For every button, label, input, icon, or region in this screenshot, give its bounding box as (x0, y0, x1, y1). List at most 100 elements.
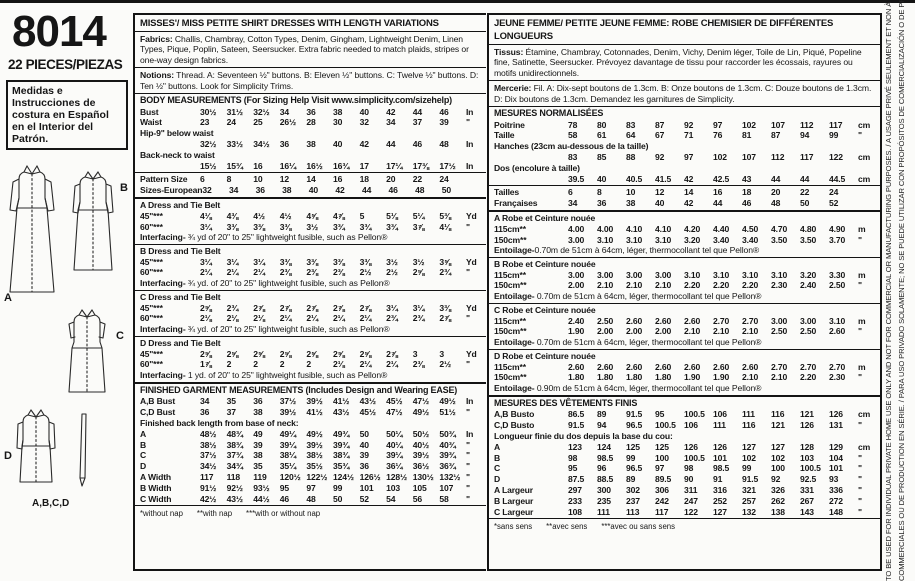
mercerie-text: Fil. A: Dix-sept boutons de 1.3cm. B: On… (494, 83, 872, 104)
cell-value: 37 (412, 117, 423, 128)
cell-value: 2⅝ (279, 348, 292, 359)
cell-value: 3.00 (568, 234, 585, 245)
row-label: 45"*** (140, 210, 163, 221)
cell-value: 2.60 (684, 361, 701, 372)
cell-value: 108 (568, 506, 582, 517)
cell-value: 3¼ (200, 221, 212, 232)
cell-value: 40¾ (439, 439, 456, 450)
cell-value: 39½ (306, 439, 323, 450)
cell-value: 124½ (332, 471, 354, 482)
row-label: A,B Bust (140, 396, 176, 407)
row-label: B (140, 439, 147, 450)
cell-value: 38½ (306, 450, 323, 461)
cell-value: 4.00 (597, 223, 614, 234)
cell-value: 49 (253, 428, 263, 439)
cell-value: 124 (597, 441, 611, 452)
cell-value: 2.00 (655, 326, 672, 337)
unit-cell: " (858, 234, 862, 245)
cell-value: 4.90 (829, 223, 846, 234)
cell-value: 3¼ (386, 302, 398, 313)
cell-value: 2⅞ (253, 302, 265, 313)
cell-value: 1.90 (713, 372, 730, 383)
cell-value: 51½ (439, 407, 456, 418)
cell-value: 143 (800, 506, 814, 517)
cell-value: 2⅝ (200, 348, 212, 359)
cell-value: 2.10 (771, 372, 788, 383)
cell-value: 97 (713, 119, 723, 130)
table-row: 115cm** 2.60 2.60 2.60 2.60 2.60 2.60 2.60 2.70 2… (494, 362, 875, 373)
cell-value: 50½ (412, 428, 430, 439)
unit-cell: m (858, 315, 866, 326)
yardage-sections: A Dress and Tie Belt 45"*** 4⅛ 4⅜ 4½ 4½ 4⅝ 4⅞ 5 5… (135, 196, 486, 382)
cell-value: 3⅜ (332, 256, 345, 267)
cell-value: 32 (202, 185, 212, 196)
table-row: 45"*** 2⅝ 2¾ 2⅞ 2⅞ 2⅞ 2⅞ 2⅞ 3¼ 3¼ 3⅜ Yd (140, 303, 481, 314)
interfacing-note: Entoilage- 0.90m de 51cm à 64cm, léger, … (494, 383, 875, 394)
cell-value: 2⅞ (332, 302, 345, 313)
cell-value: 2½ (359, 267, 372, 278)
cell-value: 297 (568, 484, 582, 495)
cell-value: 126 (800, 420, 814, 431)
cell-value: 116 (742, 420, 756, 431)
cell-value: 3¾ (359, 221, 372, 232)
cell-value: 3¼ (200, 256, 212, 267)
cell-value: 1.90 (568, 326, 585, 337)
interfacing-note: Interfacing- ¾ yd. of 20" to 25" lightwe… (140, 324, 481, 335)
table-row: Taille 58 61 64 67 71 76 81 87 94 99 " (494, 130, 875, 141)
yardage-section: C Robe et Ceinture nouée 115cm** 2.40 2.50 2… (489, 302, 880, 349)
dress-a-illustration (9, 165, 55, 293)
cell-value: 42.5 (713, 173, 730, 184)
cell-value: 16 (253, 160, 263, 171)
cell-value: 104 (829, 452, 843, 463)
cell-value: 100 (655, 452, 669, 463)
cell-value: 306 (655, 484, 669, 495)
row-label: C Width (140, 493, 172, 504)
cell-value: 23 (200, 117, 210, 128)
unit-cell: " (465, 471, 470, 482)
table-row: 32½ 33½ 34½ 36 38 40 42 44 46 48 In (140, 139, 481, 150)
cell-value: 102 (771, 452, 785, 463)
cell-value: 2¼ (359, 313, 372, 324)
row-label (494, 152, 568, 163)
cell-value: 38 (332, 106, 343, 117)
cell-value: 41½ (332, 396, 350, 407)
cell-value: 38½ (200, 439, 217, 450)
cell-value: 2.60 (713, 361, 730, 372)
cell-value: 88 (626, 151, 636, 162)
unit-cell: " (858, 495, 862, 506)
cell-value: 2.10 (684, 326, 701, 337)
cell-value: 2.00 (568, 280, 585, 291)
cell-value: 33½ (226, 138, 243, 149)
cell-value: 3.00 (626, 269, 643, 280)
cell-value: 17½ (439, 160, 456, 171)
cell-value: 112 (800, 119, 814, 130)
table-row: 39.5 40 40.5 41.5 42 42.5 43 44 44 44.5 cm (494, 174, 875, 185)
cell-value: 64 (626, 130, 636, 141)
cell-value: 38 (253, 450, 263, 461)
cell-value: 50 (359, 428, 369, 439)
footnote-avec-sens: **avec sens (546, 522, 588, 532)
unit-cell: " (465, 313, 470, 324)
table-row: C,D Busto 91.5 94 96.5 100.5 106 111 116 121 126 1… (494, 420, 875, 431)
cell-value: 35¼ (279, 461, 297, 472)
cell-value: 49½ (412, 407, 430, 418)
cell-value: 87.5 (568, 474, 585, 485)
cell-value: 58 (439, 493, 449, 504)
cell-value: 148 (829, 506, 843, 517)
cell-value: 39 (359, 450, 369, 461)
cell-value: 2.10 (742, 372, 759, 383)
cell-value: 42 (684, 173, 694, 184)
cell-value: 80 (597, 119, 607, 130)
french-footnotes: *sans sens **avec sens ***avec ou sans s… (489, 518, 880, 534)
cell-value: 35 (226, 396, 236, 407)
cell-value: 71 (684, 130, 694, 141)
cell-value: 92½ (226, 482, 243, 493)
cell-value: 34 (228, 185, 239, 196)
cell-value: 129 (829, 441, 843, 452)
cell-value: 4.80 (800, 223, 817, 234)
cell-value: 2.30 (829, 372, 846, 383)
row-label: 115cm** (494, 361, 526, 372)
cell-value: 38¼ (279, 450, 297, 461)
cell-value: 36¼ (386, 461, 403, 472)
row-label: Hip-9" below waist (140, 128, 214, 139)
